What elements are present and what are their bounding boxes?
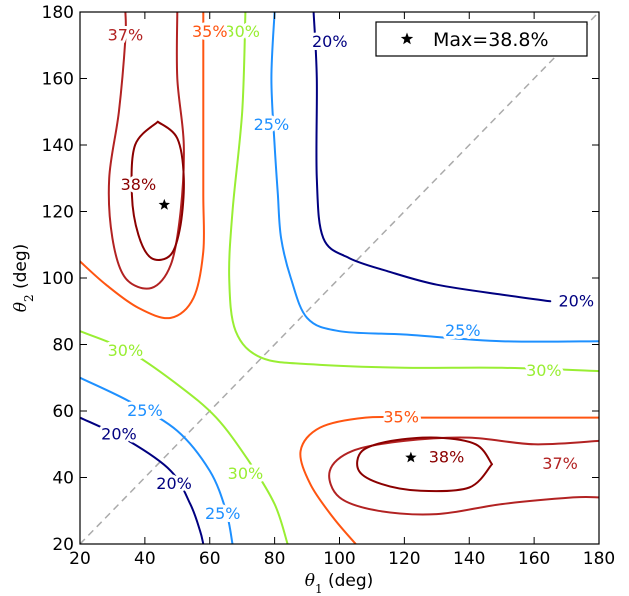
max-marker-layer [158, 198, 417, 463]
contour-line-35pct-2 [299, 415, 599, 544]
y-tick-label-120: 120 [42, 203, 74, 223]
x-axis-label-main: θ [305, 571, 315, 591]
max-star-icon-1 [158, 198, 170, 210]
diagonal-line [80, 12, 599, 544]
x-tick-label-20: 20 [69, 549, 91, 569]
y-axis-label-unit: (deg) [11, 244, 31, 295]
contour-label-25pct-1: 25% [254, 115, 290, 134]
contour-line-35pct-1 [80, 12, 206, 320]
y-tick-label-80: 80 [52, 336, 74, 356]
tick-layer: 20 40 60 80 100 120 140 160 180 20 40 60 80 100 120 140… [42, 3, 616, 569]
contour-label-37pct-2: 37% [542, 454, 578, 473]
contour-label-25pct-4: 25% [205, 504, 241, 523]
contour-label-35pct-2: 35% [383, 408, 419, 427]
contour-label-layer: 20%20%20%20%25%25%25%25%30%30%30%30%35%3… [98, 19, 597, 526]
x-axis-label: θ1 (deg) [305, 571, 374, 596]
legend-star-icon [400, 32, 414, 45]
contour-label-25pct-2: 25% [445, 321, 481, 340]
y-tick-label-140: 140 [42, 136, 74, 156]
x-tick-label-40: 40 [134, 549, 156, 569]
y-tick-label-40: 40 [52, 469, 74, 489]
contour-line-30pct-2 [80, 330, 289, 544]
x-tick-label-180: 180 [583, 549, 615, 569]
diagonal-layer [80, 12, 599, 544]
contour-line-25pct-1 [270, 12, 599, 343]
contour-label-35pct-1: 35% [192, 22, 228, 41]
y-tick-label-160: 160 [42, 70, 74, 90]
contour-label-38pct-1: 38% [121, 175, 157, 194]
legend-label: Max=38.8% [433, 29, 549, 51]
y-tick-label-180: 180 [42, 3, 74, 23]
contour-label-20pct-3: 20% [101, 424, 137, 443]
y-axis-label: θ2 (deg) [11, 244, 36, 313]
y-axis-label-sub: 2 [22, 294, 36, 302]
contour-label-20pct-1: 20% [312, 32, 348, 51]
contour-line-20pct-2 [80, 416, 205, 544]
contour-line-38pct-2 [356, 436, 493, 493]
y-axis-label-main: θ [11, 302, 31, 312]
contour-label-30pct-2: 30% [526, 361, 562, 380]
contour-label-30pct-3: 30% [108, 341, 144, 360]
x-tick-label-100: 100 [323, 549, 355, 569]
y-tick-label-20: 20 [52, 535, 74, 555]
x-tick-label-140: 140 [453, 549, 485, 569]
contour-label-30pct-4: 30% [228, 464, 264, 483]
contour-label-20pct-2: 20% [559, 291, 595, 310]
contour-line-37pct-1 [107, 12, 185, 290]
legend-box [375, 21, 588, 57]
contour-line-20pct-1 [312, 12, 552, 303]
x-axis-label-unit: (deg) [323, 571, 374, 591]
contour-label-30pct-1: 30% [224, 22, 260, 41]
contour-label-38pct-2: 38% [429, 448, 465, 467]
max-star-icon-2 [405, 451, 417, 463]
contour-layer [80, 12, 599, 544]
contour-label-20pct-4: 20% [156, 474, 192, 493]
contour-line-38pct-1 [130, 120, 185, 261]
contour-line-37pct-2 [328, 436, 599, 516]
contour-label-37pct-1: 37% [108, 25, 144, 44]
contour-label-25pct-3: 25% [127, 401, 163, 420]
x-tick-label-80: 80 [264, 549, 286, 569]
contour-line-25pct-2 [80, 376, 234, 544]
legend: Max=38.8% [375, 21, 588, 57]
y-tick-label-60: 60 [52, 402, 74, 422]
x-tick-label-160: 160 [518, 549, 550, 569]
y-tick-label-100: 100 [42, 269, 74, 289]
contour-line-30pct-1 [228, 12, 599, 373]
x-axis-label-sub: 1 [315, 582, 323, 596]
x-tick-label-60: 60 [199, 549, 221, 569]
x-tick-label-120: 120 [388, 549, 420, 569]
